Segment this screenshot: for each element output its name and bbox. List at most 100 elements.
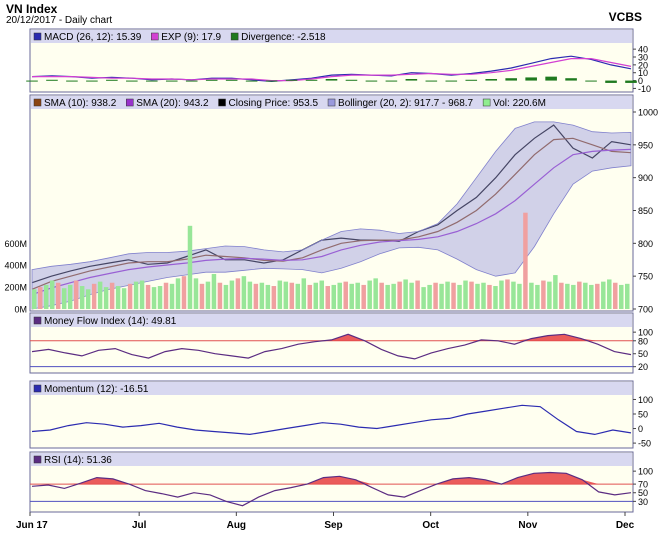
divergence-bar [425, 80, 438, 82]
rsi-series-line [31, 471, 632, 507]
volume-bar [301, 278, 307, 309]
macd-legend-label: Divergence: -2.518 [241, 32, 326, 43]
volume-bar [379, 282, 384, 309]
volume-bar [289, 282, 295, 309]
price-legend-label: Closing Price: 953.5 [229, 98, 319, 109]
volume-bar [523, 212, 528, 309]
volume-bar [391, 283, 396, 309]
volume-bar [283, 281, 289, 309]
volume-bar [349, 283, 354, 309]
bollinger-band [31, 121, 632, 310]
rsi-legend-swatch [33, 455, 42, 464]
volume-bar [97, 281, 103, 309]
x-tick-label: Oct [422, 520, 439, 531]
volume-bar [109, 282, 115, 309]
price-legend-swatch [33, 98, 42, 107]
volume-bar [613, 282, 618, 309]
volume-bar [49, 280, 55, 309]
volume-bar [55, 282, 61, 309]
mfi-legend-label: Money Flow Index (14): 49.81 [44, 316, 177, 327]
volume-bar [583, 282, 588, 309]
volume-bar [259, 282, 265, 309]
volume-bar [229, 280, 235, 309]
volume-bar [199, 283, 205, 309]
volume-bar [67, 284, 73, 309]
macd-y-tick-label: 30 [638, 53, 648, 63]
volume-bar [277, 280, 283, 309]
price-y-tick-label: 950 [638, 140, 653, 150]
volume-bar [451, 282, 456, 309]
volume-bar [565, 283, 570, 309]
volume-bar [439, 283, 444, 309]
momentum-series-line [31, 404, 632, 436]
brand-label: VCBS [608, 10, 642, 24]
volume-bar [163, 282, 169, 309]
volume-bar [73, 280, 79, 309]
volume-bar [223, 284, 229, 309]
volume-tick-label: 400M [4, 261, 27, 271]
price-legend-label: Bollinger (20, 2): 917.7 - 968.7 [338, 98, 474, 109]
volume-bar [373, 278, 378, 309]
mfi-overbought-fill [32, 334, 631, 341]
volume-tick-label: 600M [4, 239, 27, 249]
divergence-bar [505, 78, 517, 81]
volume-tick-label: 200M [4, 283, 27, 293]
volume-bar [499, 280, 504, 309]
volume-bar [121, 288, 127, 309]
x-tick-label: Nov [518, 520, 537, 531]
divergence-bar [66, 80, 78, 82]
volume-bar [133, 281, 139, 309]
volume-bar [607, 279, 612, 309]
x-tick-label: Jul [132, 520, 147, 531]
volume-bar [355, 282, 360, 309]
volume-bar [205, 281, 211, 309]
volume-bar [481, 282, 486, 309]
divergence-bar [565, 78, 577, 81]
volume-bar [103, 287, 109, 309]
volume-bar [595, 283, 600, 309]
volume-bar [79, 286, 85, 309]
momentum-y-tick-label: -50 [638, 439, 651, 449]
rsi-y-tick-label: 50 [638, 488, 648, 498]
momentum-y-tick-label: 100 [638, 395, 653, 405]
macd-legend-label: MACD (26, 12): 15.39 [44, 32, 142, 43]
volume-bar [217, 282, 223, 309]
divergence-bar [146, 80, 158, 82]
volume-bar [625, 283, 630, 309]
volume-bar [115, 286, 121, 309]
price-legend-swatch [482, 98, 491, 107]
rsi-y-tick-label: 70 [638, 480, 648, 490]
x-tick-label: Dec [616, 520, 635, 531]
macd-y-tick-label: -10 [638, 84, 651, 94]
price-y-tick-label: 900 [638, 173, 653, 183]
price-y-tick-label: 750 [638, 272, 653, 282]
price-legend-swatch [218, 98, 226, 107]
divergence-bar [605, 80, 617, 83]
volume-bar [517, 283, 522, 309]
momentum-y-tick-label: 0 [638, 424, 643, 434]
volume-bar [127, 283, 133, 309]
mfi-y-tick-label: 20 [638, 362, 648, 372]
price-series-line [31, 137, 632, 290]
volume-bar [487, 284, 492, 309]
volume-bar [367, 280, 372, 309]
divergence-bar [285, 79, 298, 81]
volume-bar [589, 284, 594, 309]
mfi-y-tick-label: 50 [638, 349, 648, 359]
price-series-line [31, 148, 632, 296]
divergence-bar [106, 79, 118, 81]
volume-bar [553, 275, 558, 309]
momentum-legend-label: Momentum (12): -16.51 [44, 384, 149, 395]
volume-bar [343, 281, 348, 309]
volume-bar [187, 225, 193, 309]
momentum-legend-bar [31, 382, 632, 395]
volume-bar [61, 288, 67, 309]
macd-legend-swatch [230, 32, 239, 41]
volume-bar [331, 284, 336, 309]
volume-bar [409, 282, 414, 309]
volume-bar [37, 287, 43, 309]
volume-bar [211, 273, 217, 309]
mfi-y-tick-label: 80 [638, 336, 648, 346]
mfi-y-tick-label: 100 [638, 328, 653, 338]
